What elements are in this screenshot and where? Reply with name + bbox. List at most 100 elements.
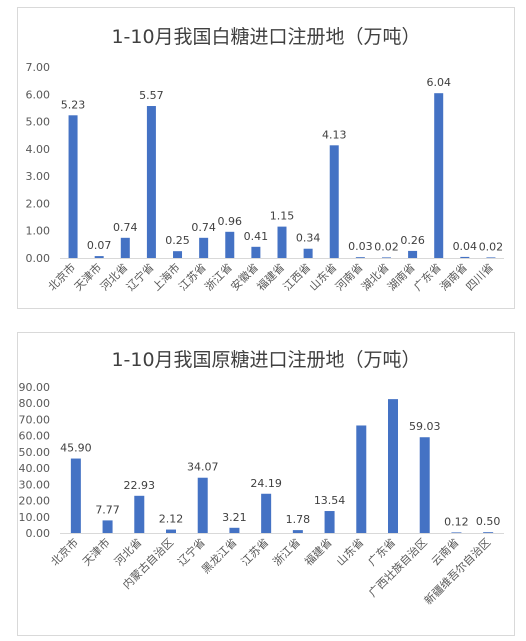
data-label: 4.13 <box>322 128 347 141</box>
data-label: 22.93 <box>124 479 156 492</box>
y-tick-label: 4.00 <box>26 143 51 156</box>
y-tick-label: 50.00 <box>19 446 51 459</box>
data-label: 0.12 <box>444 515 469 528</box>
chart-panel-white-sugar: 1-10月我国白糖进口注册地（万吨） 0.00 1.00 2.00 3.00 4.00 5… <box>17 7 515 309</box>
x-tick-label: 浙江省 <box>202 261 235 294</box>
x-tick-label: 广东省 <box>411 261 444 294</box>
x-tick-label: 江西省 <box>281 261 314 294</box>
x-tick-label: 山东省 <box>334 536 367 569</box>
bar <box>229 527 240 533</box>
data-label: 0.04 <box>453 240 478 253</box>
bar <box>356 425 367 533</box>
y-tick-label: 20.00 <box>19 495 51 508</box>
x-tick-label: 四川省 <box>464 261 497 294</box>
y-tick-label: 1.00 <box>26 225 51 238</box>
bar <box>408 250 418 258</box>
x-tick-label: 江苏省 <box>176 261 209 294</box>
data-label: 59.03 <box>409 420 441 433</box>
data-label: 2.12 <box>159 513 184 526</box>
bar <box>329 145 339 258</box>
x-tick-label: 辽宁省 <box>123 260 156 293</box>
bar <box>102 520 113 533</box>
data-label: 34.07 <box>187 461 219 474</box>
y-tick-label: 0.00 <box>26 252 51 265</box>
bar <box>434 93 444 259</box>
data-label: 0.02 <box>374 240 399 253</box>
data-label: 45.90 <box>60 442 92 455</box>
x-tick-label: 海南省 <box>437 260 470 293</box>
chart-title: 1-10月我国原糖进口注册地（万吨） <box>111 349 421 371</box>
bar <box>199 237 209 258</box>
data-label: 0.25 <box>165 234 190 247</box>
chart-title: 1-10月我国白糖进口注册地（万吨） <box>111 26 421 48</box>
data-label: 0.34 <box>296 232 321 245</box>
x-tick-label: 安徽省 <box>228 260 261 293</box>
x-tick-label: 北京市 <box>45 260 78 293</box>
bar <box>419 437 430 533</box>
chart-svg-raw-sugar: 0.00 10.00 20.00 30.00 40.00 50.00 60.00 70.00 8… <box>19 381 504 607</box>
y-tick-label: 60.00 <box>19 430 51 443</box>
x-tick-label: 黑龙江省 <box>199 536 239 576</box>
data-label: 5.23 <box>61 98 86 111</box>
bar <box>381 257 391 258</box>
data-label: 0.41 <box>244 230 269 243</box>
x-tick-label: 福建省 <box>254 260 287 293</box>
x-tick-label: 浙江省 <box>270 536 303 569</box>
x-tick-label: 湖南省 <box>385 261 418 294</box>
x-tick-label: 天津市 <box>79 535 112 568</box>
bar <box>197 477 208 533</box>
y-tick-label: 7.00 <box>26 61 51 74</box>
bar <box>166 529 176 533</box>
bar <box>303 248 313 258</box>
data-label: 0.74 <box>191 221 216 234</box>
bar <box>355 257 365 258</box>
x-tick-label: 天津市 <box>71 260 104 293</box>
bar <box>451 532 462 533</box>
bar <box>68 115 78 258</box>
data-label: 0.74 <box>113 221 138 234</box>
data-label: 3.21 <box>222 511 247 524</box>
data-label: 0.96 <box>218 215 243 228</box>
bar <box>483 532 494 533</box>
chart-svg-white-sugar: 0.00 1.00 2.00 3.00 4.00 5.00 6.00 7.00 5.23 北京市 0… <box>26 61 504 294</box>
data-label: 13.54 <box>314 494 346 507</box>
x-tick-label: 湖北省 <box>359 261 392 294</box>
data-label: 24.19 <box>250 477 282 490</box>
x-tick-label: 河南省 <box>333 261 366 294</box>
x-tick-label: 河北省 <box>98 261 131 294</box>
data-label: 0.50 <box>476 515 501 528</box>
data-label: 0.02 <box>479 240 504 253</box>
x-tick-label: 福建省 <box>301 535 334 568</box>
data-label: 1.15 <box>270 210 295 223</box>
bar <box>277 226 287 258</box>
bar <box>70 458 81 533</box>
data-label: 0.03 <box>348 240 373 253</box>
bar <box>261 493 272 533</box>
data-label: 6.04 <box>426 76 451 89</box>
bar <box>486 257 496 258</box>
chart-panel-raw-sugar: 1-10月我国原糖进口注册地（万吨） 0.00 10.00 20.00 30.00 40… <box>17 332 515 636</box>
bar <box>251 246 261 258</box>
y-tick-label: 3.00 <box>26 170 51 183</box>
x-tick-label: 上海市 <box>149 260 182 293</box>
data-label: 7.77 <box>95 503 120 516</box>
bar <box>173 251 183 258</box>
bar <box>292 530 303 533</box>
x-tick-label: 北京市 <box>48 535 81 568</box>
y-tick-label: 70.00 <box>19 413 51 426</box>
x-tick-label: 山东省 <box>307 261 340 294</box>
bar <box>225 231 235 258</box>
bar <box>460 256 470 258</box>
data-label: 1.78 <box>286 513 311 526</box>
y-tick-label: 5.00 <box>26 116 51 129</box>
bar <box>134 495 145 533</box>
bar <box>324 511 335 533</box>
y-tick-label: 90.00 <box>19 381 51 394</box>
y-tick-label: 80.00 <box>19 397 51 410</box>
x-tick-label: 江苏省 <box>239 536 272 569</box>
bar <box>120 237 130 258</box>
y-tick-label: 6.00 <box>26 88 51 101</box>
bar <box>146 106 156 258</box>
data-label: 5.57 <box>139 89 164 102</box>
y-tick-label: 2.00 <box>26 197 51 210</box>
